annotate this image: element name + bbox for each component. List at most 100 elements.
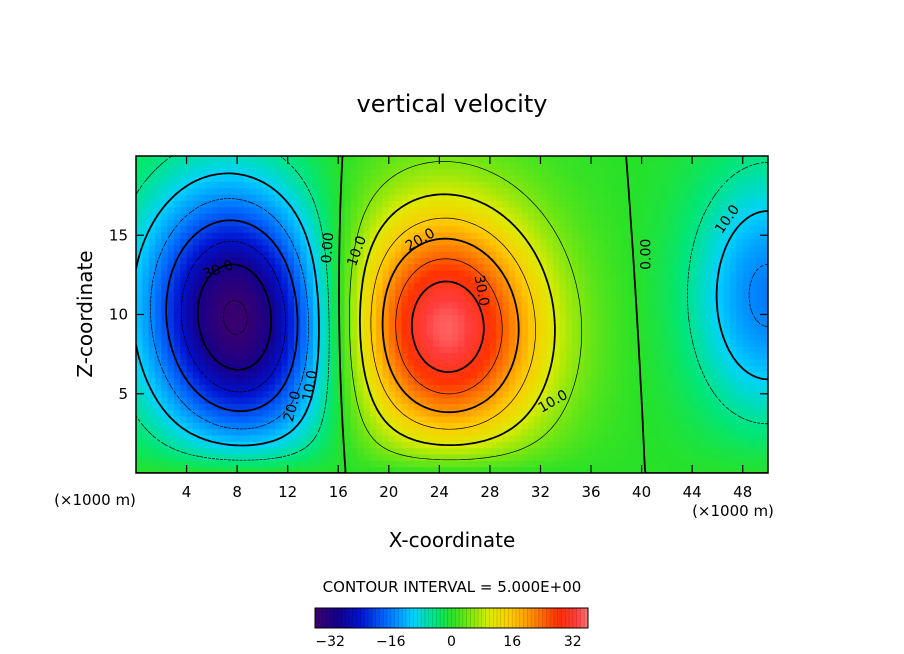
field-cell (483, 238, 491, 246)
field-cell (610, 320, 617, 328)
field-cell (300, 162, 308, 170)
field-cell (136, 263, 143, 271)
field-cell (161, 333, 169, 341)
field-cell (591, 453, 598, 461)
field-cell (294, 466, 301, 473)
field-cell (287, 232, 295, 240)
field-cell (717, 390, 725, 398)
field-cell (654, 320, 662, 328)
field-cell (736, 396, 744, 404)
field-cell (534, 333, 542, 341)
field-cell (433, 327, 440, 335)
field-cell (584, 346, 592, 354)
field-cell (755, 371, 763, 379)
field-cell (749, 453, 756, 461)
field-cell (395, 295, 403, 303)
field-cell (673, 434, 681, 442)
field-cell (761, 371, 768, 379)
field-cell (597, 327, 605, 335)
field-cell (300, 346, 308, 354)
field-cell (331, 225, 339, 233)
field-cell (603, 244, 611, 252)
field-cell (205, 390, 213, 398)
field-cell (388, 244, 396, 252)
field-cell (344, 162, 352, 170)
field-cell (395, 327, 403, 335)
field-cell (281, 371, 289, 379)
field-cell (262, 225, 270, 233)
field-cell (319, 333, 327, 341)
field-cell (534, 244, 542, 252)
field-cell (723, 206, 731, 214)
field-cell (584, 422, 592, 430)
field-cell (401, 377, 409, 385)
field-cell (268, 162, 276, 170)
field-cell (325, 441, 333, 449)
field-cell (666, 460, 674, 468)
field-cell (628, 276, 636, 284)
field-cell (300, 270, 308, 278)
field-cell (186, 206, 194, 214)
field-cell (502, 377, 510, 385)
field-cell (578, 460, 586, 468)
field-cell (502, 314, 510, 322)
field-cell (508, 206, 516, 214)
field-cell (237, 181, 245, 189)
field-cell (306, 434, 314, 442)
field-cell (572, 441, 579, 449)
field-cell (167, 453, 175, 461)
field-cell (489, 441, 497, 449)
field-cell (723, 453, 731, 461)
field-cell (173, 460, 181, 468)
field-cell (610, 156, 617, 163)
field-cell (458, 333, 466, 341)
field-cell (331, 187, 339, 195)
field-cell (218, 428, 226, 436)
field-cell (192, 403, 200, 411)
field-cell (546, 175, 554, 182)
field-cell (559, 238, 567, 246)
field-cell (142, 289, 150, 297)
field-cell (477, 447, 485, 455)
field-cell (496, 244, 504, 252)
field-cell (218, 301, 226, 309)
field-cell (610, 403, 617, 411)
field-cell (610, 181, 617, 189)
field-cell (325, 289, 333, 297)
field-cell (180, 308, 188, 316)
field-cell (464, 251, 472, 259)
field-cell (414, 238, 421, 246)
field-cell (628, 346, 636, 354)
field-cell (167, 422, 175, 430)
field-cell (565, 333, 573, 341)
field-cell (578, 409, 586, 417)
field-cell (597, 263, 605, 271)
field-cell (300, 181, 308, 189)
field-cell (477, 168, 485, 176)
field-cell (268, 181, 276, 189)
field-cell (603, 257, 611, 265)
field-cell (489, 263, 497, 271)
field-cell (344, 453, 352, 461)
field-cell (433, 206, 440, 214)
field-cell (319, 384, 327, 392)
field-cell (654, 403, 662, 411)
field-cell (477, 276, 485, 284)
field-cell (395, 282, 403, 290)
field-cell (161, 460, 169, 468)
field-cell (730, 232, 737, 240)
field-cell (673, 466, 681, 473)
field-cell (439, 428, 447, 436)
field-cell (256, 181, 263, 189)
field-cell (167, 396, 175, 404)
field-cell (521, 403, 529, 411)
field-cell (407, 453, 415, 461)
field-cell (218, 466, 226, 473)
field-cell (256, 371, 263, 379)
field-cell (527, 339, 535, 347)
field-cell (515, 466, 523, 473)
field-cell (211, 320, 219, 328)
field-cell (565, 390, 573, 398)
field-cell (647, 219, 655, 227)
field-cell (755, 396, 763, 404)
